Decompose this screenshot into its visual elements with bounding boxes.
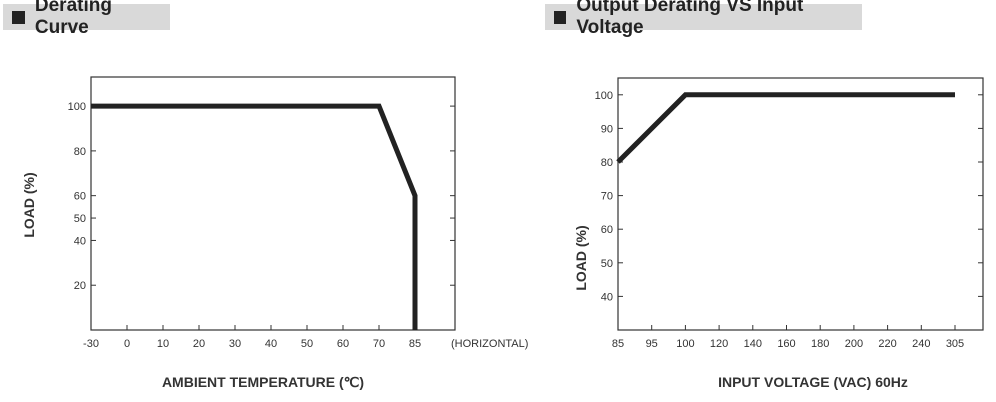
y-tick-label: 50 bbox=[601, 258, 613, 270]
y-tick-label: 20 bbox=[74, 280, 86, 292]
x-tick-label: 30 bbox=[229, 338, 241, 350]
y-tick-label: 70 bbox=[601, 191, 613, 203]
x-tick-label: 10 bbox=[157, 338, 169, 350]
x-tick-label: -30 bbox=[83, 338, 99, 350]
y-tick-label: 60 bbox=[74, 191, 86, 203]
x-axis-note: (HORIZONTAL) bbox=[451, 338, 528, 350]
y-tick-label: 60 bbox=[601, 224, 613, 236]
x-tick-label: 160 bbox=[777, 338, 795, 350]
x-tick-label: 60 bbox=[337, 338, 349, 350]
y-tick-label: 80 bbox=[74, 146, 86, 158]
square-bullet-icon bbox=[554, 10, 567, 24]
y-axis-label: LOAD (%) bbox=[21, 172, 37, 237]
x-tick-label: 200 bbox=[845, 338, 863, 350]
x-tick-label: 0 bbox=[124, 338, 130, 350]
x-tick-label: 305 bbox=[946, 338, 964, 350]
x-tick-label: 85 bbox=[409, 338, 421, 350]
y-tick-label: 40 bbox=[601, 291, 613, 303]
x-axis-label: INPUT VOLTAGE (VAC) 60Hz bbox=[718, 374, 908, 390]
output-derating-header: Output Derating VS Input Voltage bbox=[545, 0, 862, 38]
x-tick-label: 70 bbox=[373, 338, 385, 350]
x-tick-label: 120 bbox=[710, 338, 728, 350]
x-tick-label: 100 bbox=[676, 338, 694, 350]
x-tick-label: 140 bbox=[744, 338, 762, 350]
y-tick-label: 100 bbox=[68, 101, 86, 113]
y-tick-label: 100 bbox=[595, 90, 613, 102]
x-axis-label: AMBIENT TEMPERATURE (℃) bbox=[162, 374, 364, 390]
y-tick-label: 90 bbox=[601, 123, 613, 135]
x-tick-label: 180 bbox=[811, 338, 829, 350]
y-axis-label: LOAD (%) bbox=[573, 225, 589, 290]
x-tick-label: 220 bbox=[878, 338, 896, 350]
chart-title: Derating Curve bbox=[34, 0, 112, 38]
derating-curve-header: Derating Curve bbox=[3, 0, 170, 38]
x-tick-label: 85 bbox=[612, 338, 624, 350]
y-tick-label: 40 bbox=[74, 235, 86, 247]
x-tick-label: 95 bbox=[646, 338, 658, 350]
x-tick-label: 50 bbox=[301, 338, 313, 350]
load-curve bbox=[91, 103, 418, 330]
plot-frame bbox=[90, 76, 456, 331]
y-tick-label: 50 bbox=[74, 213, 86, 225]
x-tick-label: 240 bbox=[912, 338, 930, 350]
y-tick-label: 80 bbox=[601, 157, 613, 169]
chart-title: Output Derating VS Input Voltage bbox=[576, 0, 804, 38]
square-bullet-icon bbox=[12, 10, 25, 24]
plot-frame bbox=[617, 77, 984, 331]
load-curve bbox=[616, 92, 955, 164]
x-tick-label: 40 bbox=[265, 338, 277, 350]
x-tick-label: 20 bbox=[193, 338, 205, 350]
